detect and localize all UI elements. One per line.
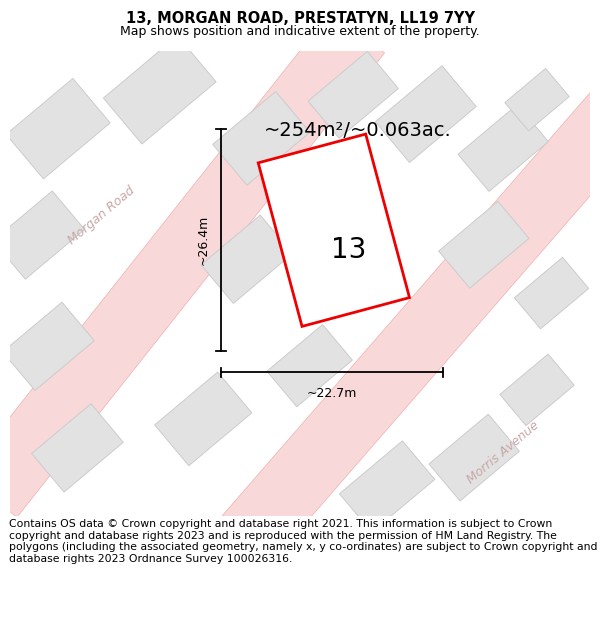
Polygon shape <box>103 36 216 144</box>
Text: ~26.4m: ~26.4m <box>197 215 210 265</box>
Polygon shape <box>429 414 520 501</box>
Text: Map shows position and indicative extent of the property.: Map shows position and indicative extent… <box>120 26 480 39</box>
Polygon shape <box>201 215 293 303</box>
Polygon shape <box>308 51 398 138</box>
Polygon shape <box>32 404 123 492</box>
Polygon shape <box>267 324 352 407</box>
Text: Contains OS data © Crown copyright and database right 2021. This information is : Contains OS data © Crown copyright and d… <box>9 519 598 564</box>
Text: 13, MORGAN ROAD, PRESTATYN, LL19 7YY: 13, MORGAN ROAD, PRESTATYN, LL19 7YY <box>125 11 475 26</box>
Polygon shape <box>6 78 110 179</box>
Text: ~22.7m: ~22.7m <box>307 388 357 400</box>
Polygon shape <box>213 91 310 185</box>
Text: Morris Avenue: Morris Avenue <box>464 419 542 487</box>
Polygon shape <box>514 258 589 329</box>
Polygon shape <box>258 134 410 326</box>
Polygon shape <box>376 66 476 162</box>
Text: Morgan Road: Morgan Road <box>66 184 137 248</box>
Polygon shape <box>439 201 529 288</box>
Polygon shape <box>0 11 385 518</box>
Polygon shape <box>0 191 85 279</box>
Polygon shape <box>2 302 94 391</box>
Polygon shape <box>217 78 600 567</box>
Polygon shape <box>155 372 252 466</box>
Text: 13: 13 <box>331 236 366 264</box>
Polygon shape <box>340 441 435 532</box>
Text: ~254m²/~0.063ac.: ~254m²/~0.063ac. <box>264 121 452 140</box>
Polygon shape <box>505 69 569 131</box>
Polygon shape <box>458 104 548 191</box>
Polygon shape <box>500 354 574 426</box>
